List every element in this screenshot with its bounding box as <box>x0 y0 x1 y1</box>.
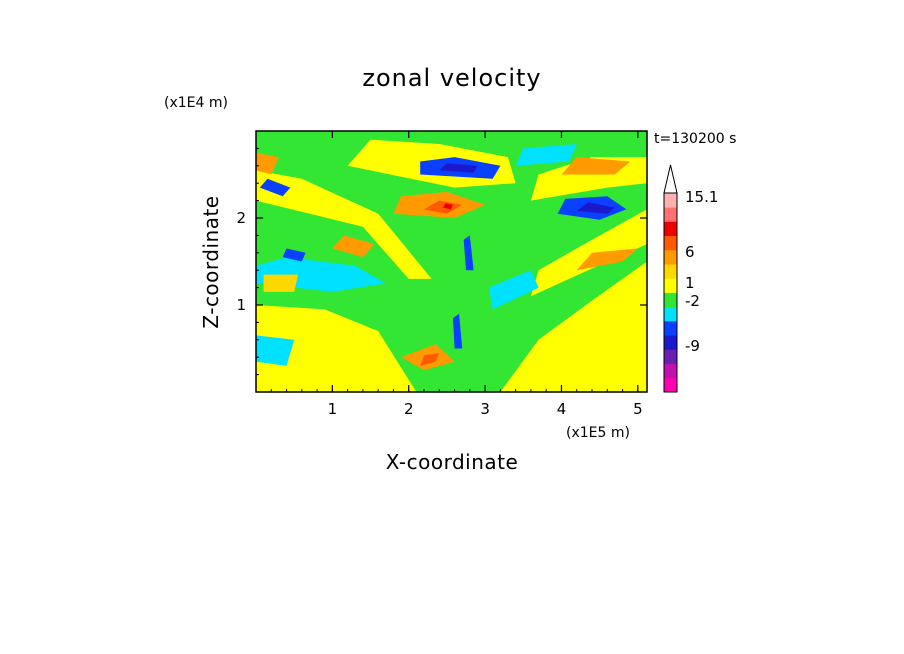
colorbar-swatch <box>664 377 677 393</box>
contour-band-1 <box>500 261 647 392</box>
contour-band-17 <box>424 200 463 214</box>
y-axis-label: Z-coordinate <box>199 195 223 328</box>
plot-frame <box>255 130 648 393</box>
colorbar: 15.1 6 1-2 -9 <box>663 164 718 393</box>
contour-band-22 <box>576 202 615 214</box>
contour-band-27 <box>443 203 453 210</box>
colorbar-swatch <box>664 306 677 322</box>
y-axis-ticks: 12 <box>236 147 647 376</box>
x-unit-label: (x1E5 m) <box>566 425 630 441</box>
colorbar-swatch <box>664 235 677 251</box>
colorbar-swatch <box>664 335 677 350</box>
chart-title: zonal velocity <box>362 64 541 92</box>
colorbar-swatch <box>664 320 677 336</box>
x-tick-label: 4 <box>557 400 567 418</box>
colorbar-swatch <box>664 264 677 279</box>
contour-band-14 <box>576 248 638 271</box>
contour-band-0 <box>256 305 417 392</box>
colorbar-swatch <box>664 207 677 222</box>
x-tick-label: 1 <box>328 400 338 418</box>
contour-band-26 <box>453 313 463 349</box>
colorbar-extend-arrow <box>663 164 678 194</box>
colorbar-swatch <box>664 363 677 379</box>
colorbar-swatch <box>664 292 677 308</box>
colorbar-swatch <box>664 193 677 208</box>
contour-band-3 <box>530 209 647 297</box>
time-label: t=130200 s <box>654 131 736 147</box>
colorbar-label: 1 <box>685 274 695 292</box>
x-tick-label: 5 <box>633 400 643 418</box>
contour-band-18 <box>420 352 440 366</box>
colorbar-swatch <box>664 349 677 364</box>
contour-band-13 <box>561 157 631 175</box>
contour-band-20 <box>439 163 478 173</box>
y-tick-label: 2 <box>236 209 246 227</box>
x-tick-label: 2 <box>404 400 414 418</box>
colorbar-label: 15.1 <box>685 188 718 206</box>
colorbar-swatch <box>664 221 677 236</box>
contour-band-25 <box>463 235 474 271</box>
contour-band-10 <box>263 274 298 292</box>
y-tick-label: 1 <box>236 296 246 314</box>
contour-band-9 <box>515 144 577 166</box>
contour-band-7 <box>488 270 539 310</box>
colorbar-swatch <box>664 278 677 293</box>
contour-band-24 <box>282 248 306 262</box>
colorbar-label: 6 <box>685 243 695 261</box>
contour-band-15 <box>332 235 375 258</box>
y-unit-label: (x1E4 m) <box>164 95 228 111</box>
x-tick-label: 3 <box>480 400 490 418</box>
colorbar-label: -9 <box>685 337 700 355</box>
contour-field <box>256 131 647 392</box>
x-axis-ticks: 1 2 3 4 5 <box>270 131 643 418</box>
colorbar-label: -2 <box>685 292 700 310</box>
contour-band-8 <box>256 335 295 366</box>
contour-band-16 <box>256 152 279 175</box>
colorbar-frame <box>663 192 678 393</box>
contour-band-2 <box>256 170 432 279</box>
colorbar-swatch <box>664 249 677 265</box>
x-axis-label: X-coordinate <box>386 450 519 474</box>
contour-band-23 <box>259 178 291 197</box>
